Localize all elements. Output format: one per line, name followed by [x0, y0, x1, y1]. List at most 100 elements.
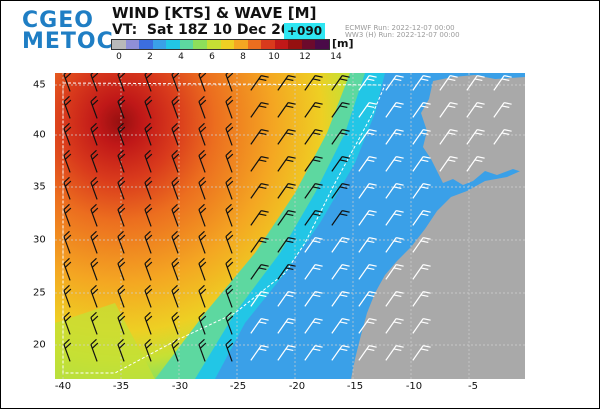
wind-barb — [171, 284, 180, 308]
valid-time-label: VT: — [112, 22, 138, 38]
logo-line2: METOC — [22, 29, 114, 54]
longitude-label: -25 — [229, 381, 247, 392]
wind-barb — [250, 318, 269, 334]
colorbar-swatch — [234, 40, 248, 49]
wind-barb — [63, 73, 72, 92]
wind-barb — [117, 338, 126, 362]
run-metadata: ECMWF Run: 2022-12-07 00:00 WW3 (H) Run:… — [345, 25, 460, 39]
wind-barb — [117, 176, 126, 200]
wind-barb — [385, 318, 404, 334]
wind-barb — [90, 338, 99, 362]
wind-barb — [225, 73, 234, 92]
wind-barb — [225, 311, 234, 335]
wind-barb — [90, 311, 99, 335]
colorbar-swatch — [274, 40, 289, 49]
wind-barb — [90, 257, 99, 281]
wind-barb — [358, 183, 377, 199]
wind-barb — [171, 230, 180, 254]
colorbar-swatch — [220, 40, 235, 49]
wind-barb — [250, 210, 269, 226]
wind-barb — [171, 257, 180, 281]
wave-core — [55, 73, 350, 379]
wind-barb — [385, 102, 404, 118]
wind-barb — [63, 122, 72, 146]
wind-barb — [144, 73, 153, 92]
forecast-hour-badge: +090 — [284, 23, 326, 39]
wind-barb — [117, 122, 126, 146]
wind-barb — [225, 122, 234, 146]
colorbar-unit: [m] — [332, 37, 354, 50]
wind-barb — [385, 291, 404, 307]
wind-barb — [198, 257, 207, 281]
wind-barb — [331, 75, 350, 91]
wind-barb — [144, 338, 153, 362]
wind-barb — [277, 345, 296, 361]
wind-barb — [304, 237, 323, 253]
latitude-label: 40 — [33, 129, 46, 141]
longitude-label: -15 — [346, 381, 364, 392]
wind-barb — [277, 183, 296, 199]
wind-barb — [277, 129, 296, 145]
wind-barb — [90, 203, 99, 227]
logo-line1: CGEO — [22, 8, 94, 33]
wind-barb — [225, 95, 234, 119]
wind-barb — [198, 311, 207, 335]
longitude-label: -5 — [468, 381, 478, 392]
colorbar-swatch — [193, 40, 207, 49]
wind-barb — [250, 183, 269, 199]
wind-barb — [144, 311, 153, 335]
colorbar-tick-label: 2 — [147, 52, 153, 62]
wind-barb — [144, 203, 153, 227]
wind-barb — [331, 237, 350, 253]
wind-barb — [63, 203, 72, 227]
wind-barb — [277, 102, 296, 118]
wind-barb — [412, 75, 431, 91]
africa-land — [351, 169, 525, 379]
wind-barb — [117, 73, 126, 92]
boundary-line — [62, 82, 386, 374]
wind-barb — [331, 156, 350, 172]
colorbar-tick-label: 4 — [178, 52, 184, 62]
wind-barb — [331, 291, 350, 307]
wind-barb — [250, 264, 269, 280]
wind-barb — [331, 345, 350, 361]
colorbar-swatch — [206, 40, 221, 49]
wind-barb — [198, 122, 207, 146]
wind-wave-map — [55, 73, 525, 379]
wind-barb — [144, 176, 153, 200]
wind-barb — [198, 176, 207, 200]
colorbar-swatch — [139, 40, 153, 49]
valid-time: VT: Sat 18Z 10 Dec 2022 — [112, 22, 310, 38]
iberia-land — [421, 75, 525, 185]
wind-barb — [412, 264, 431, 280]
wind-barb — [412, 291, 431, 307]
wind-barb — [144, 149, 153, 173]
wind-barb — [412, 183, 431, 199]
wind-barb — [63, 230, 72, 254]
wave-zone-south — [55, 303, 155, 379]
wind-barb — [63, 257, 72, 281]
wind-barb — [198, 230, 207, 254]
wind-barb — [117, 230, 126, 254]
colorbar-tick-label: 6 — [209, 52, 215, 62]
longitude-label: -40 — [54, 381, 72, 392]
wind-barb — [171, 203, 180, 227]
wind-barb — [250, 102, 269, 118]
wind-barb — [304, 345, 323, 361]
wind-barb — [63, 95, 72, 119]
wind-barb — [358, 129, 377, 145]
longitude-label: -20 — [288, 381, 306, 392]
wind-barb — [358, 264, 377, 280]
wind-barb — [171, 122, 180, 146]
wind-barb — [358, 237, 377, 253]
colorbar-tick-label: 12 — [299, 52, 311, 62]
latitude-label: 20 — [33, 339, 46, 351]
wind-barb — [385, 156, 404, 172]
wind-barb — [277, 237, 296, 253]
wind-barb — [117, 284, 126, 308]
longitude-label: -35 — [112, 381, 130, 392]
wind-barb — [225, 230, 234, 254]
wind-barb — [304, 291, 323, 307]
wind-barb — [385, 264, 404, 280]
wind-barb — [250, 291, 269, 307]
